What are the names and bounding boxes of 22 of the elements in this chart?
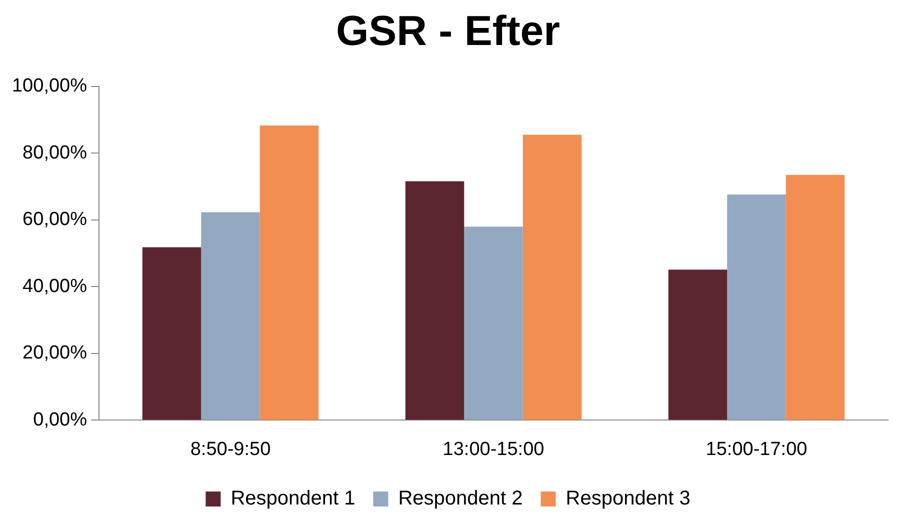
bar [260, 125, 319, 420]
legend-label: Respondent 3 [566, 488, 690, 510]
y-tick-label: 0,00% [33, 409, 88, 430]
legend-label: Respondent 2 [398, 488, 523, 510]
bar [201, 212, 260, 420]
y-tick-label: 60,00% [22, 209, 88, 230]
y-tick-label: 20,00% [22, 342, 88, 364]
x-tick-label: 13:00-15:00 [442, 438, 544, 460]
y-tick-label: 40,00% [22, 276, 88, 297]
legend-label: Respondent 1 [230, 488, 356, 510]
x-tick-label: 8:50-9:50 [190, 438, 271, 460]
bar [142, 247, 202, 420]
bar [522, 134, 582, 420]
y-tick-label: 100,00% [12, 76, 88, 97]
chart-title: GSR - Efter [336, 6, 560, 54]
bar [786, 174, 845, 420]
bar [668, 270, 728, 420]
bar [464, 226, 523, 420]
y-tick-label: 80,00% [22, 142, 88, 164]
bar [405, 181, 464, 420]
bar [727, 194, 786, 420]
x-tick-label: 15:00-17:00 [706, 438, 808, 460]
